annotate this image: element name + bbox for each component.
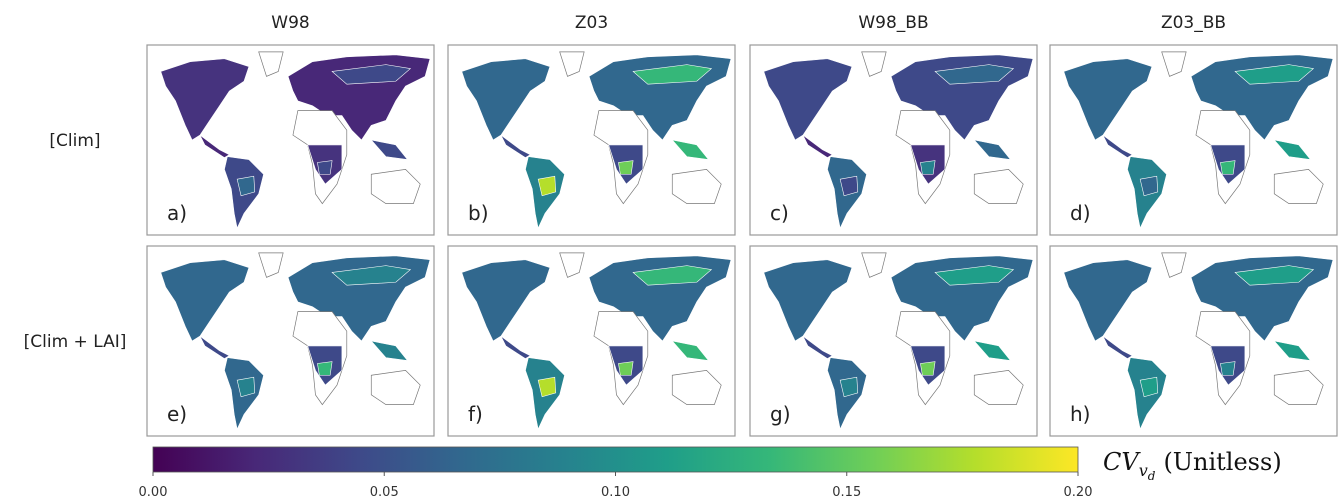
- panel-letter: e): [167, 402, 187, 426]
- map-panel: a): [146, 44, 435, 236]
- map-panel: h): [1049, 245, 1338, 437]
- panel-letter: h): [1070, 402, 1090, 426]
- label-symbol: CV: [1103, 448, 1141, 476]
- panel-letter: c): [770, 201, 789, 225]
- colorbar: [152, 446, 1079, 473]
- map-panel: f): [447, 245, 736, 437]
- map-panel: c): [749, 44, 1038, 236]
- column-title: Z03_BB: [1161, 13, 1226, 33]
- colorbar-tick-label: 0.05: [370, 485, 399, 500]
- colorbar-tick-label: 0.20: [1064, 485, 1093, 500]
- map-panel: e): [146, 245, 435, 437]
- label-unit: (Unitless): [1163, 448, 1281, 476]
- panel-letter: b): [468, 201, 489, 225]
- panel-letter: f): [468, 402, 483, 426]
- colorbar-label: CVvd (Unitless): [1103, 448, 1282, 483]
- panel-letter: g): [770, 402, 791, 426]
- colorbar-tick-label: 0.10: [601, 485, 630, 500]
- row-label: [Clim + LAI]: [24, 332, 127, 352]
- label-subscript: v: [1139, 461, 1148, 480]
- column-title: W98_BB: [858, 13, 928, 33]
- map-panel: b): [447, 44, 736, 236]
- panel-letter: d): [1070, 201, 1091, 225]
- map-panel: g): [749, 245, 1038, 437]
- colorbar-tick-label: 0.00: [139, 485, 168, 500]
- panel-letter: a): [167, 201, 187, 225]
- row-label: [Clim]: [49, 131, 100, 151]
- map-panel: d): [1049, 44, 1338, 236]
- label-subsubscript: d: [1148, 469, 1156, 483]
- colorbar-tick-label: 0.15: [832, 485, 861, 500]
- column-title: Z03: [575, 13, 608, 33]
- column-title: W98: [271, 13, 309, 33]
